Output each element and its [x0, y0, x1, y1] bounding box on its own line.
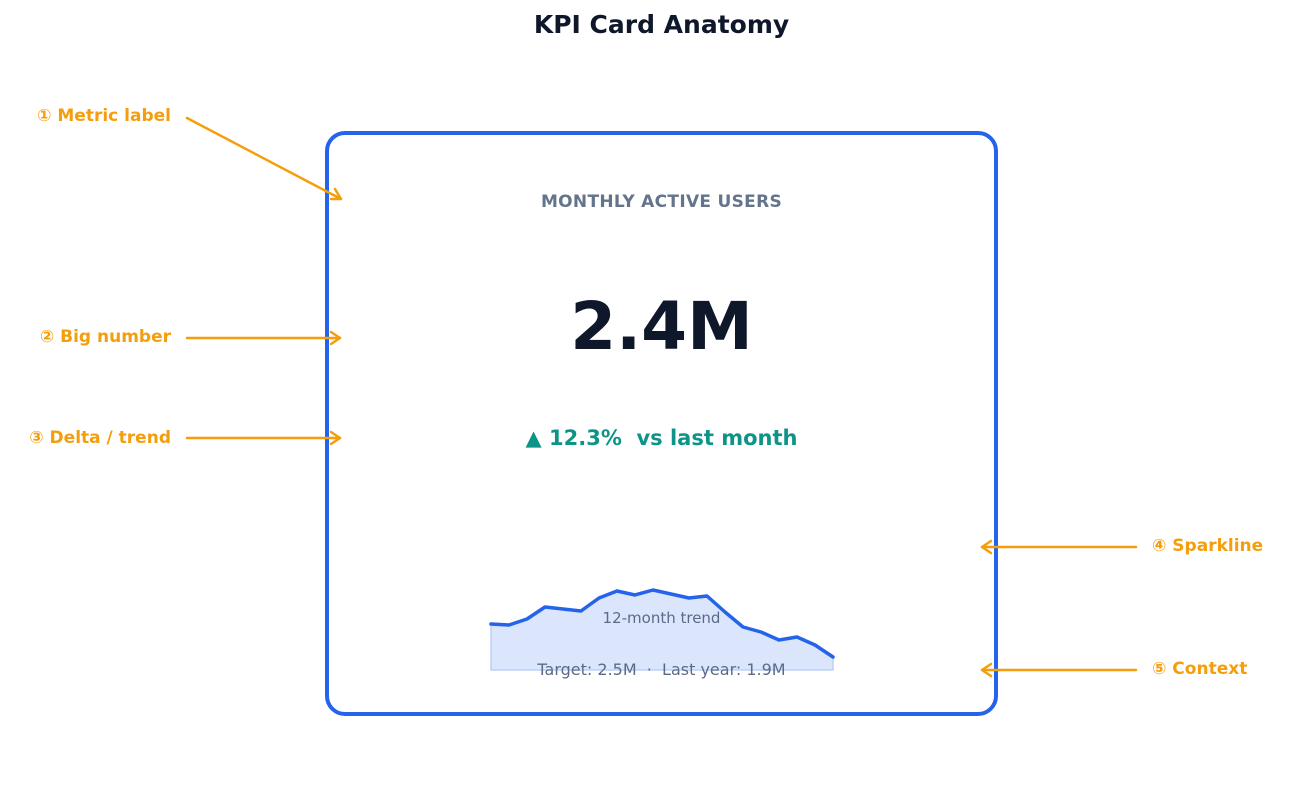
callout-metric-label: ① Metric label — [37, 106, 171, 126]
delta-trend: ▲ 12.3% vs last month — [525, 426, 798, 450]
big-number: 2.4M — [570, 288, 753, 365]
kpi-card — [325, 131, 998, 716]
callout-context: ⑤ Context — [1152, 659, 1248, 679]
arrow-right-icon — [185, 116, 343, 201]
callout-sparkline: ④ Sparkline — [1152, 536, 1264, 556]
arrow-left-icon — [980, 539, 1138, 555]
context-line: Target: 2.5M · Last year: 1.9M — [537, 660, 786, 679]
diagram-title: KPI Card Anatomy — [533, 10, 790, 39]
callout-delta-trend: ③ Delta / trend — [29, 428, 171, 448]
callout-big-number: ② Big number — [39, 327, 171, 347]
sparkline-caption: 12-month trend — [602, 609, 721, 627]
metric-label: MONTHLY ACTIVE USERS — [540, 192, 783, 212]
